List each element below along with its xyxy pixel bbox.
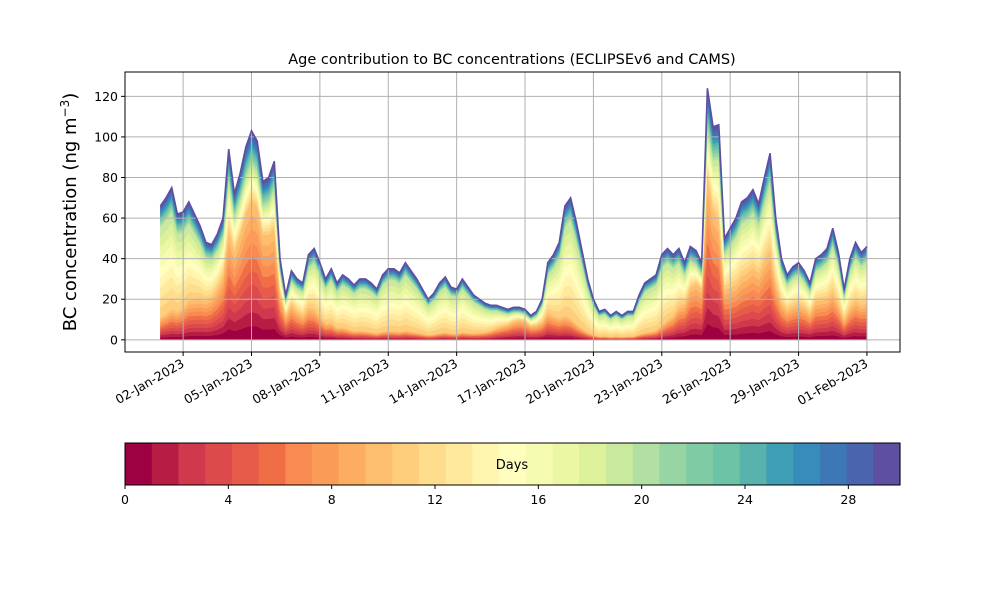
colorbar-cell [739,443,767,485]
colorbar-cell [686,443,714,485]
colorbar-cell [712,443,741,485]
y-tick-label: 20 [102,292,118,307]
colorbar-cell [793,443,821,485]
chart-title: Age contribution to BC concentrations (E… [288,52,735,68]
colorbar-cell [552,443,580,485]
colorbar-cell [499,443,527,485]
colorbar-cell [472,443,500,485]
total-outline [159,88,868,317]
y-tick-label: 0 [110,332,118,347]
y-tick-label: 60 [102,211,118,226]
colorbar-tick-label: 16 [530,492,546,507]
colorbar-cell [205,443,233,485]
y-tick-label: 100 [94,129,118,144]
colorbar-cell [766,443,794,485]
y-axis-label-close: ) [60,93,81,100]
colorbar-cell [151,443,180,485]
colorbar-cells [125,443,901,485]
y-axis-label-main: BC concentration (ng m [60,117,81,331]
colorbar-cell [846,443,874,485]
colorbar-cell [365,443,393,485]
colorbar-cell [579,443,607,485]
colorbar-tick-label: 24 [737,492,753,507]
colorbar-cell [392,443,420,485]
colorbar: Days 0 4 8 12 16 20 24 28 [121,442,901,507]
colorbar-tick-label: 4 [224,492,232,507]
grid-lines [125,72,900,352]
colorbar-label: Days [496,458,529,473]
colorbar-cell [285,443,313,485]
colorbar-tick-label: 28 [840,492,856,507]
colorbar-tick-label: 20 [634,492,650,507]
colorbar-tick-label: 12 [427,492,443,507]
colorbar-cell [231,443,260,485]
colorbar-cell [632,443,661,485]
colorbar-tick-label: 8 [328,492,336,507]
colorbar-cell [338,443,367,485]
colorbar-cell [178,443,206,485]
y-tick-label: 40 [102,251,118,266]
colorbar-cell [873,443,901,485]
colorbar-ticks: 0 4 8 12 16 20 24 28 [121,485,856,507]
colorbar-cell [445,443,474,485]
colorbar-cell [125,443,153,485]
colorbar-cell [312,443,340,485]
plot-frame [124,71,901,353]
y-axis-label: BC concentration (ng m−3) [58,93,81,332]
y-tick-label: 120 [94,89,118,104]
colorbar-cell [418,443,447,485]
colorbar-cell [525,443,554,485]
plot-area [124,71,901,353]
colorbar-cell [606,443,634,485]
colorbar-cell [819,443,848,485]
colorbar-cell [659,443,687,485]
colorbar-frame [124,442,901,486]
y-tick-label: 80 [102,170,118,185]
colorbar-tick-label: 0 [121,492,129,507]
y-axis: 0 20 40 60 80 100 120 [94,89,125,347]
y-axis-label-sup: −3 [58,100,72,118]
colorbar-cell [258,443,286,485]
